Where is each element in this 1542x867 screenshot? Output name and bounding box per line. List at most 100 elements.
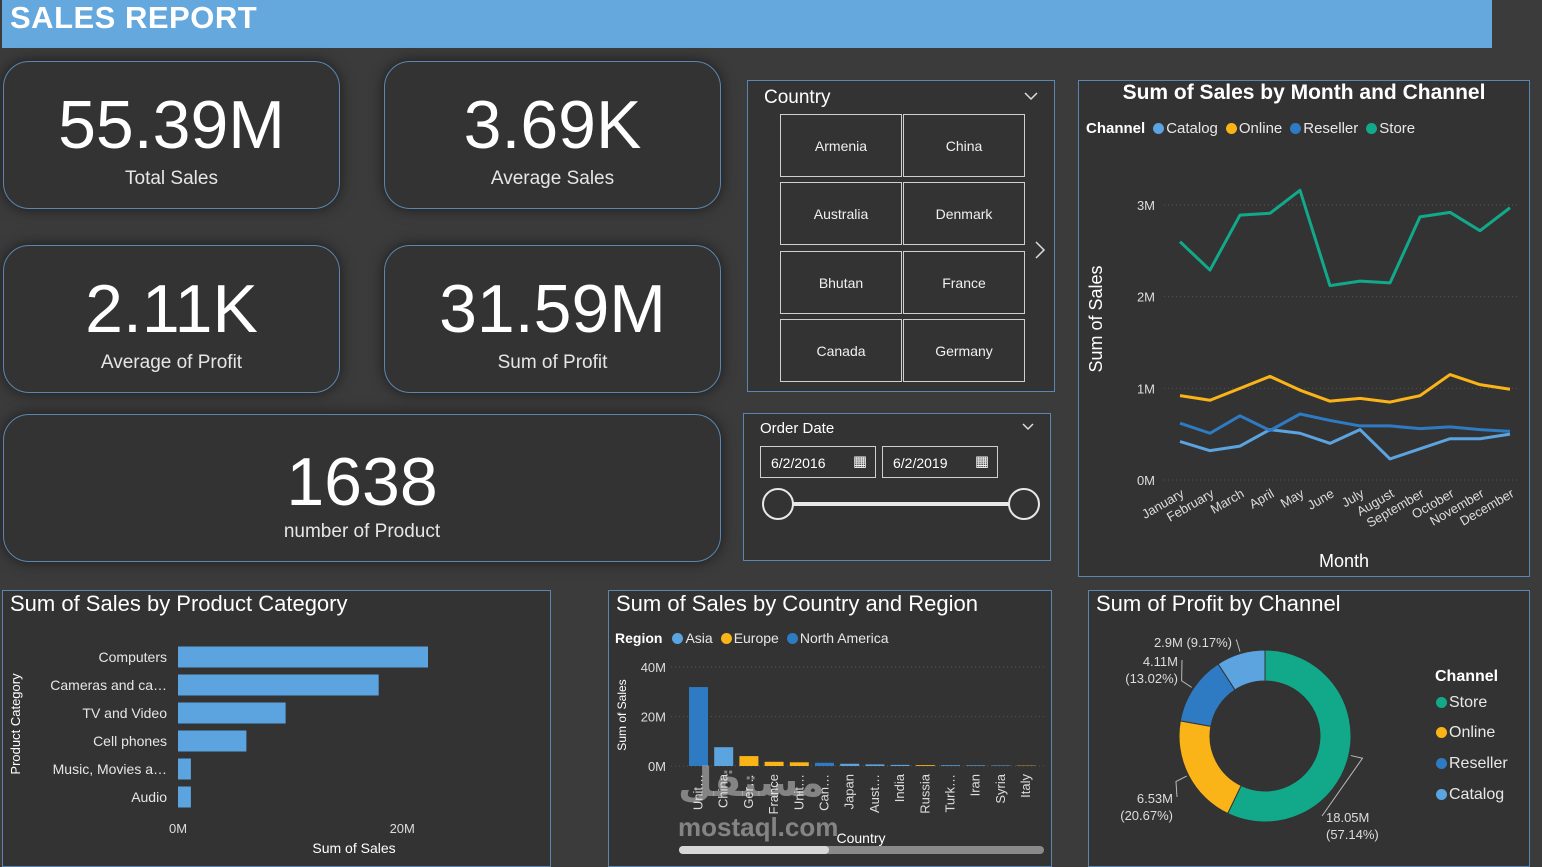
country-tile-china[interactable]: China	[903, 114, 1025, 177]
sales-by-month-chart: Sum of Sales by Month and Channel Channe…	[1078, 80, 1530, 577]
slice-percent: (20.67%)	[1120, 808, 1173, 823]
profit-legend-store-marker	[1436, 697, 1447, 708]
y-tick-label: 20M	[641, 710, 666, 725]
kpi-number-of-product: 1638 number of Product	[3, 414, 721, 562]
kpi-average-profit-value: 2.11K	[4, 270, 339, 348]
category-label: Cameras and ca…	[50, 677, 167, 693]
country-tile-france[interactable]: France	[903, 251, 1025, 314]
country-bar	[865, 764, 884, 766]
profit-legend-store-label: Store	[1449, 694, 1487, 711]
y-tick-label: 40M	[641, 660, 666, 675]
date-range-slider[interactable]	[758, 486, 1043, 522]
kpi-total-sales: 55.39M Total Sales	[3, 61, 340, 209]
country-tile-denmark[interactable]: Denmark	[903, 182, 1025, 245]
x-tick-label: March	[1208, 486, 1247, 517]
y-tick-label: 2M	[1137, 290, 1155, 305]
kpi-average-sales: 3.69K Average Sales	[384, 61, 721, 209]
country-slicer-title: Country	[764, 87, 831, 109]
profit-legend-catalog-marker	[1436, 789, 1447, 800]
start-date-value: 6/2/2016	[771, 455, 826, 471]
country-bar	[840, 764, 859, 766]
category-bar	[178, 675, 379, 696]
x-tick-label: April	[1246, 486, 1276, 512]
y-tick-label: 0M	[1137, 473, 1155, 488]
profit-legend-catalog: Catalog	[1429, 786, 1504, 804]
kpi-total-sales-value: 55.39M	[4, 86, 339, 164]
calendar-icon[interactable]: ▦	[975, 452, 989, 470]
chevron-down-icon[interactable]	[1022, 422, 1034, 431]
profit-legend-online-marker	[1436, 727, 1447, 738]
x-tick-label: June	[1305, 486, 1337, 513]
calendar-icon[interactable]: ▦	[853, 452, 867, 470]
profit-legend-online-label: Online	[1449, 724, 1495, 741]
y-axis-title: Product Category	[8, 673, 23, 775]
x-tick-label: Russia	[917, 773, 932, 814]
profit-legend-reseller-marker	[1436, 758, 1447, 769]
profit-legend-title: Channel	[1435, 668, 1498, 686]
leader-line	[1182, 660, 1192, 687]
chevron-down-icon[interactable]	[1024, 91, 1038, 101]
end-date-input[interactable]: 6/2/2019 ▦	[882, 446, 998, 478]
category-label: TV and Video	[82, 705, 167, 721]
end-date-value: 6/2/2019	[893, 455, 948, 471]
y-tick-label: 3M	[1137, 198, 1155, 213]
x-tick-label: Turk…	[943, 774, 958, 813]
country-bar	[891, 765, 910, 766]
category-bar	[178, 731, 246, 752]
slice-value: 6.53M	[1137, 791, 1173, 806]
country-slicer: Country Armenia China Australia Denmark …	[747, 80, 1055, 392]
start-date-input[interactable]: 6/2/2016 ▦	[760, 446, 876, 478]
x-tick-label: Italy	[1018, 774, 1033, 798]
donut-slice-online	[1179, 721, 1241, 814]
kpi-sum-profit-label: Sum of Profit	[385, 352, 720, 374]
watermark-arabic: مستقل	[678, 760, 824, 806]
category-label: Cell phones	[93, 733, 167, 749]
country-tile-bhutan[interactable]: Bhutan	[780, 251, 902, 314]
country-bar	[689, 687, 708, 766]
slice-value: 18.05M	[1326, 810, 1369, 825]
kpi-sum-profit-value: 31.59M	[385, 270, 720, 348]
kpi-average-profit-label: Average of Profit	[4, 352, 339, 374]
chevron-right-icon[interactable]	[1034, 240, 1046, 260]
kpi-number-of-product-value: 1638	[4, 443, 720, 521]
x-axis-title: Month	[1319, 551, 1369, 571]
kpi-number-of-product-label: number of Product	[4, 521, 720, 543]
x-tick-label: Japan	[842, 774, 857, 809]
report-header: SALES REPORT	[2, 0, 1492, 48]
x-tick-label: 20M	[390, 821, 415, 836]
y-axis-title: Sum of Sales	[1086, 265, 1106, 372]
country-tile-armenia[interactable]: Armenia	[780, 114, 902, 177]
category-label: Music, Movies a…	[53, 761, 167, 777]
country-tile-australia[interactable]: Australia	[780, 182, 902, 245]
x-axis-title: Sum of Sales	[312, 840, 395, 856]
y-axis-title: Sum of Sales	[615, 679, 629, 750]
country-bar	[941, 765, 960, 766]
profit-by-channel-chart: Sum of Profit by Channel 18.05M(57.14%)6…	[1088, 590, 1530, 867]
y-tick-label: 1M	[1137, 381, 1155, 396]
slice-percent: (57.14%)	[1326, 827, 1379, 842]
kpi-average-sales-label: Average Sales	[385, 168, 720, 190]
order-date-slicer: Order Date 6/2/2016 ▦ 6/2/2019 ▦	[743, 413, 1051, 561]
country-bar	[966, 765, 985, 766]
x-axis-title: Country	[836, 830, 885, 846]
category-bar	[178, 647, 428, 668]
country-tile-germany[interactable]: Germany	[903, 319, 1025, 382]
category-bar	[178, 787, 191, 808]
horizontal-scrollbar-thumb	[679, 846, 829, 854]
country-tile-canada[interactable]: Canada	[780, 319, 902, 382]
category-label: Audio	[131, 789, 167, 805]
x-tick-label: India	[892, 773, 907, 802]
x-tick-label: May	[1278, 485, 1307, 511]
leader-line	[1176, 776, 1187, 797]
profit-legend-store: Store	[1429, 694, 1487, 712]
kpi-average-profit: 2.11K Average of Profit	[3, 245, 340, 393]
slice-percent: (13.02%)	[1125, 671, 1178, 686]
category-bar	[178, 703, 286, 724]
x-tick-label: Syria	[993, 773, 1008, 803]
watermark-latin: mostaql.com	[678, 812, 838, 843]
profit-legend-catalog-label: Catalog	[1449, 786, 1504, 803]
slice-label: 2.9M (9.17%)	[1154, 635, 1232, 650]
profit-legend-reseller-label: Reseller	[1449, 755, 1508, 772]
